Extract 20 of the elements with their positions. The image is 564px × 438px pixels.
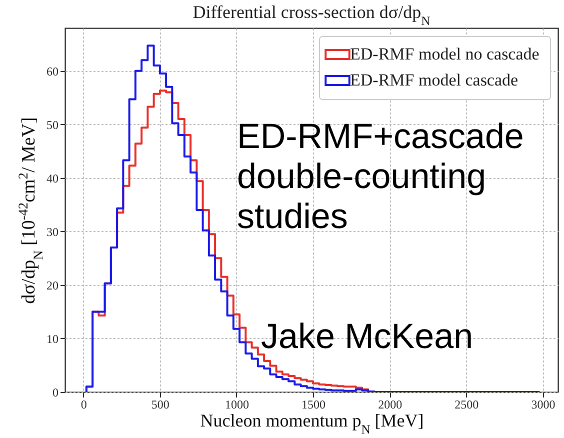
y-tick-label: 50 (46, 118, 58, 132)
y-tick-label: 40 (46, 171, 58, 186)
legend-label: ED-RMF model no cascade (350, 44, 540, 64)
x-axis-title: Nucleon momentum p$_{N}$ [MeV] (200, 410, 424, 436)
y-tick-label: 30 (46, 224, 58, 239)
x-tick-label: 3000 (531, 398, 556, 412)
y-tick-label: 20 (46, 278, 58, 292)
x-tick-label: 0 (80, 398, 87, 412)
y-tick-label: 0 (52, 386, 58, 400)
x-tick-label: 2000 (378, 398, 402, 412)
x-tick-label: 500 (151, 398, 170, 412)
annotation: ED-RMF+cascade double-counting studies (237, 117, 524, 236)
legend-label: ED-RMF model cascade (350, 70, 518, 90)
y-tick-label: 60 (46, 64, 58, 78)
x-tick-label: 1500 (302, 398, 326, 412)
chart-title: Differential cross-section dσ/dp$_{N}$ (192, 2, 430, 28)
y-tick-label: 10 (46, 332, 58, 346)
annotation: Jake McKean (261, 317, 474, 356)
x-tick-label: 1000 (224, 398, 249, 412)
x-tick-label: 2500 (454, 398, 479, 412)
